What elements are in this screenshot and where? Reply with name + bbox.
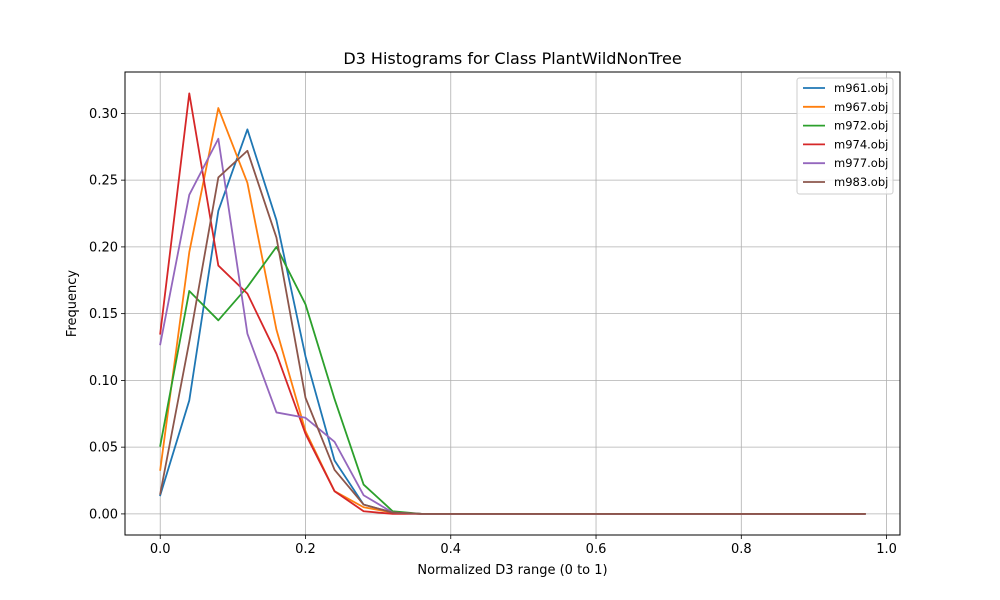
x-tick-label: 0.6	[586, 542, 607, 557]
series-line-m983	[159, 149, 866, 515]
legend-label: m972.obj	[834, 119, 888, 133]
y-tick-label: 0.20	[89, 240, 118, 255]
x-tick-label: 0.2	[295, 542, 316, 557]
legend-label: m967.obj	[834, 100, 888, 114]
y-tick-label: 0.15	[89, 307, 118, 322]
y-axis-label: Frequency	[65, 270, 80, 337]
x-tick-label: 0.8	[731, 542, 752, 557]
legend-label: m977.obj	[834, 156, 888, 170]
legend-label: m974.obj	[834, 137, 888, 151]
x-tick-label: 1.0	[876, 542, 897, 557]
legend: m961.obj m967.obj m972.obj m974.obj m977.obj…	[796, 77, 894, 195]
x-axis-label: Normalized D3 range (0 to 1)	[417, 563, 607, 578]
x-tick-label: 0.0	[150, 542, 171, 557]
axis-ticks: 0.0 0.2 0.4 0.6 0.8 1.0 0.00 0.05 0.10 0.15 0.20 0.…	[89, 107, 897, 557]
y-tick-label: 0.00	[89, 507, 118, 522]
plot-frame	[124, 71, 901, 536]
x-tick-label: 0.4	[440, 542, 461, 557]
y-tick-label: 0.10	[89, 374, 118, 389]
y-tick-label: 0.30	[89, 107, 118, 122]
y-tick-label: 0.05	[89, 441, 118, 456]
legend-label: m983.obj	[834, 175, 888, 189]
legend-label: m961.obj	[834, 81, 888, 95]
y-tick-label: 0.25	[89, 174, 118, 189]
chart-title: D3 Histograms for Class PlantWildNonTree	[343, 49, 681, 68]
plot-lines	[159, 92, 866, 515]
